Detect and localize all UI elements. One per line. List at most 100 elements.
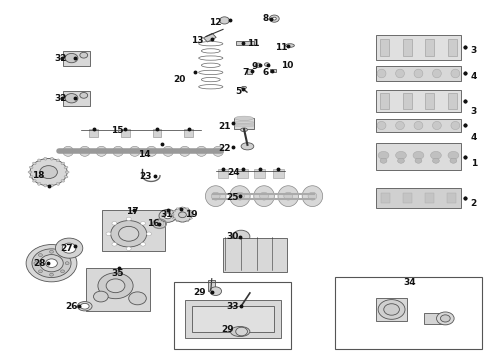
Bar (121, 129, 130, 136)
Bar (380, 39, 389, 56)
Circle shape (46, 259, 57, 267)
Bar (403, 39, 412, 56)
Ellipse shape (433, 69, 441, 78)
Circle shape (147, 232, 151, 235)
Bar (424, 193, 434, 203)
Bar (425, 39, 434, 56)
Circle shape (61, 270, 65, 273)
Ellipse shape (44, 184, 47, 187)
Ellipse shape (129, 146, 140, 156)
Bar (247, 69, 252, 74)
Ellipse shape (414, 69, 423, 78)
Text: 10: 10 (281, 61, 294, 70)
Text: 35: 35 (112, 269, 124, 278)
Text: 21: 21 (218, 122, 230, 131)
Text: 32: 32 (55, 94, 67, 103)
Circle shape (126, 247, 131, 251)
Ellipse shape (163, 146, 173, 156)
Ellipse shape (79, 146, 90, 156)
Circle shape (65, 94, 78, 103)
Text: 29: 29 (221, 325, 234, 334)
Ellipse shape (63, 146, 74, 156)
Text: 24: 24 (227, 168, 240, 177)
Text: 18: 18 (32, 171, 45, 180)
Circle shape (34, 262, 38, 265)
Bar (203, 33, 216, 42)
Bar (223, 238, 287, 272)
Ellipse shape (38, 159, 41, 162)
Ellipse shape (254, 186, 274, 207)
Ellipse shape (211, 192, 220, 200)
Ellipse shape (50, 157, 53, 160)
Bar (218, 169, 228, 178)
Bar (446, 193, 456, 203)
Bar (63, 50, 90, 66)
Ellipse shape (61, 180, 65, 182)
Circle shape (40, 255, 63, 272)
Bar (254, 169, 265, 178)
Bar (237, 41, 253, 45)
Bar (424, 313, 447, 324)
Ellipse shape (236, 192, 245, 200)
Ellipse shape (176, 208, 179, 209)
Bar (448, 93, 457, 109)
Ellipse shape (395, 152, 406, 159)
Ellipse shape (96, 146, 107, 156)
Ellipse shape (284, 192, 293, 200)
Ellipse shape (378, 300, 405, 319)
Ellipse shape (431, 152, 441, 159)
Bar (192, 306, 274, 332)
Circle shape (30, 158, 67, 186)
Text: 34: 34 (404, 278, 416, 287)
Text: 32: 32 (55, 54, 67, 63)
Circle shape (62, 243, 76, 253)
Ellipse shape (65, 171, 69, 173)
Ellipse shape (378, 152, 389, 159)
Ellipse shape (450, 158, 457, 163)
Circle shape (437, 312, 454, 325)
Text: 31: 31 (161, 210, 173, 219)
Ellipse shape (172, 211, 175, 212)
Circle shape (94, 291, 108, 302)
Circle shape (98, 273, 133, 299)
Ellipse shape (146, 146, 157, 156)
Ellipse shape (230, 186, 250, 207)
Text: 6: 6 (262, 68, 269, 77)
Ellipse shape (61, 162, 65, 165)
Ellipse shape (29, 166, 33, 168)
Ellipse shape (44, 157, 47, 160)
Bar (184, 129, 193, 136)
Ellipse shape (50, 184, 53, 187)
Circle shape (270, 15, 279, 22)
Text: 8: 8 (262, 14, 269, 23)
Circle shape (265, 63, 270, 66)
Ellipse shape (28, 171, 32, 173)
Ellipse shape (38, 183, 41, 185)
Circle shape (111, 221, 147, 247)
Ellipse shape (33, 162, 36, 165)
Bar (208, 280, 216, 291)
Text: 23: 23 (140, 172, 152, 181)
Circle shape (178, 212, 186, 218)
Ellipse shape (397, 158, 404, 163)
Ellipse shape (384, 304, 399, 315)
Bar (376, 66, 461, 81)
Ellipse shape (186, 220, 189, 222)
Ellipse shape (172, 218, 175, 219)
Bar (237, 169, 248, 178)
Ellipse shape (176, 220, 179, 222)
Bar (273, 169, 284, 178)
Bar (376, 35, 461, 59)
Text: 7: 7 (243, 68, 249, 77)
Text: 15: 15 (111, 126, 124, 135)
Ellipse shape (191, 214, 194, 216)
Bar (153, 129, 161, 136)
Ellipse shape (155, 221, 164, 226)
Bar (425, 93, 434, 109)
Text: 2: 2 (471, 199, 477, 208)
Text: 29: 29 (193, 288, 206, 297)
Circle shape (80, 93, 88, 98)
Ellipse shape (190, 218, 193, 219)
Ellipse shape (413, 152, 424, 159)
Text: 9: 9 (252, 62, 258, 71)
